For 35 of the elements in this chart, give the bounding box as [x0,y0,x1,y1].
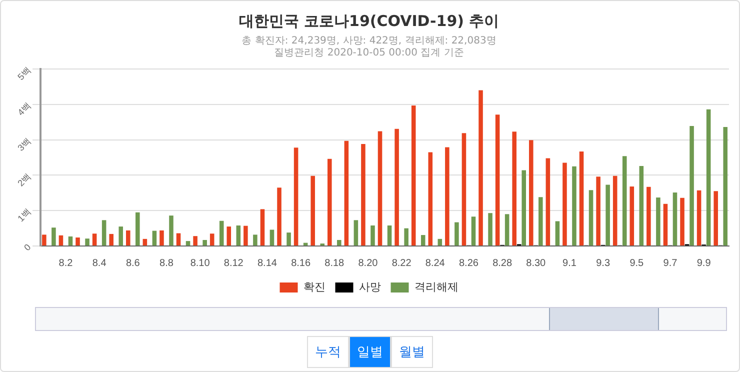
legend-label: 사망 [358,282,381,294]
x-tick-label: 8.22 [392,258,412,269]
y-tick-label: 5백 [16,65,33,82]
y-tick-label: 1백 [16,206,33,224]
legend-label: 격리해제 [414,282,458,294]
x-tick-label: 8.14 [257,258,278,269]
x-tick-label: 9.3 [596,258,610,269]
text: 월별 [391,336,433,368]
x-tick-label: 8.16 [291,258,311,269]
x-tick-label: 8.6 [126,258,140,269]
x-tick-label: 9.7 [663,258,678,269]
x-tick-label: 8.20 [358,258,378,269]
chart-title: 대한민국 코로나19(COVID-19) 추이 [238,12,500,30]
x-tick-label: 8.4 [92,258,107,269]
x-tick-label: 8.12 [224,258,244,269]
x-tick-label: 8.30 [526,258,546,269]
y-tick-label: 3백 [16,136,33,153]
y-tick-label: 2백 [16,171,33,188]
legend-label: 확진 [303,282,326,294]
text: 질병관리청 2020-10-05 00:00 집계 기준 [274,48,464,59]
text: 누적 [307,336,349,368]
x-tick-label: 9.9 [696,258,712,269]
x-tick-label: 8.8 [160,258,174,269]
x-tick-label: 9.5 [630,258,644,269]
x-tick-label: 8.28 [492,258,512,269]
x-tick-label: 8.26 [458,258,479,269]
y-tick-label: 0 [22,242,33,253]
chart-subtitle: 총 확진자: 24,239명, 사망: 422명, 격리해제: 22,083명 [242,36,496,47]
y-tick-label: 4백 [16,100,33,118]
x-tick-label: 8.2 [58,258,74,269]
x-tick-label: 8.18 [324,258,345,269]
x-tick-label: 9.1 [562,258,577,269]
x-tick-label: 8.24 [425,258,446,269]
text: 일별 [349,336,391,368]
x-tick-label: 8.10 [190,258,210,269]
